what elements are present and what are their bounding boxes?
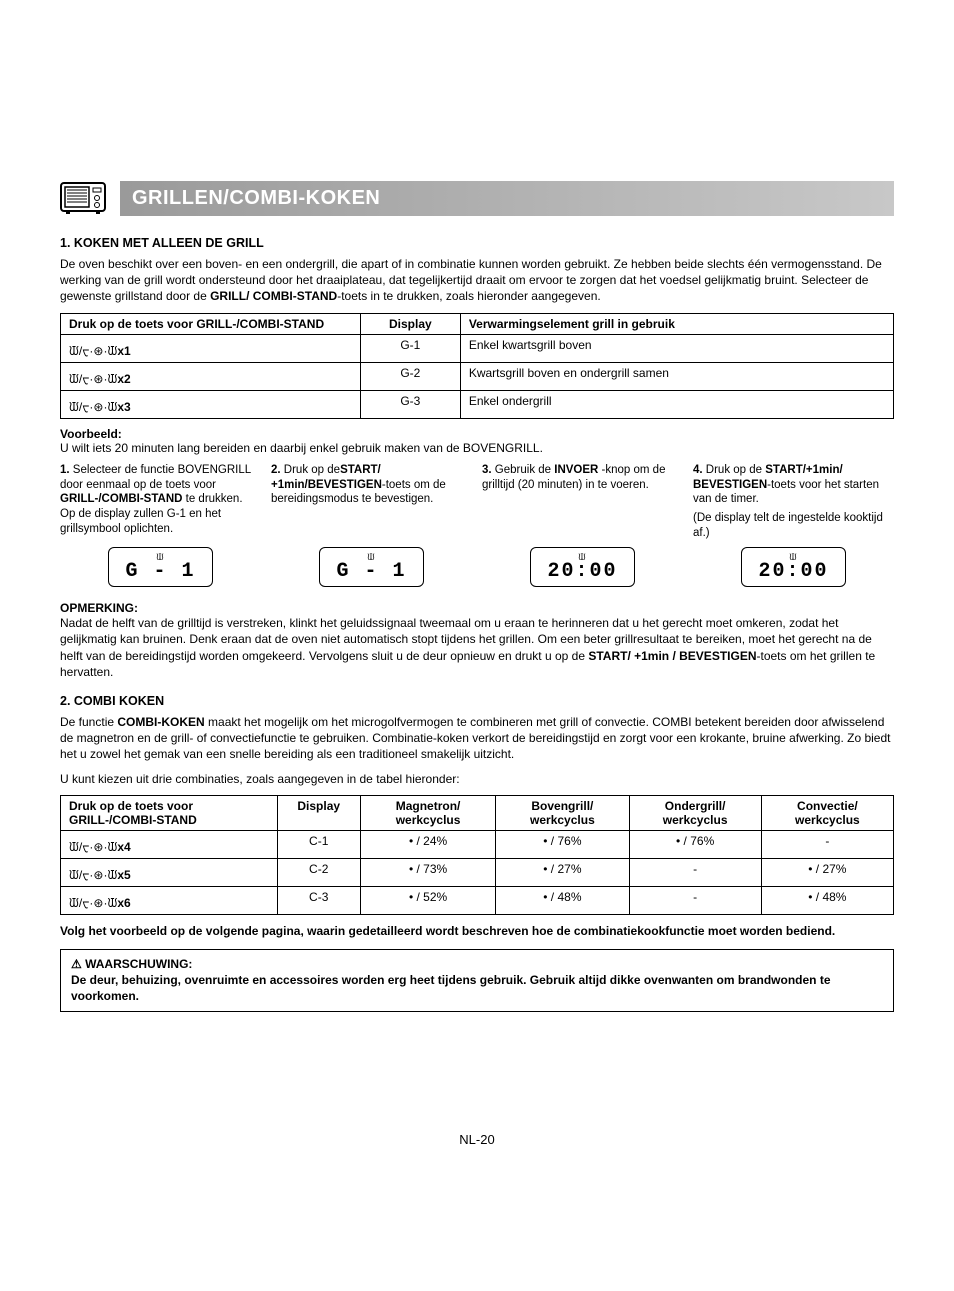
t2-h5: Ondergrill/ werkcyclus [629, 795, 761, 830]
grill-table: Druk op de toets voor GRILL-/COMBI-STAND… [60, 313, 894, 419]
display-main: G - 1 [336, 562, 406, 582]
table-row: ᙡ/ᠸ·⊛·ᙡx4 C-1 • / 24% • / 76% • / 76% - [61, 830, 894, 858]
step-num: 4. [693, 464, 703, 476]
warning-box: ⚠ WAARSCHUWING: De deur, behuizing, oven… [60, 949, 894, 1012]
t2-h3: Magnetron/ werkcyclus [360, 795, 495, 830]
desc: Enkel kwartsgrill boven [460, 334, 893, 362]
warning-icon: ⚠ [71, 957, 85, 971]
c2: • / 76% [496, 830, 629, 858]
example-text: U wilt iets 20 minuten lang bereiden en … [60, 441, 894, 455]
step-num: 3. [482, 464, 492, 476]
times: x4 [117, 840, 130, 854]
times: x5 [117, 868, 130, 882]
display-main: 20:00 [758, 562, 828, 582]
disp: G-2 [360, 362, 460, 390]
opmerking-text: Nadat de helft van de grilltijd is verst… [60, 615, 894, 680]
t1-h2: Display [360, 313, 460, 334]
c2: • / 27% [496, 858, 629, 886]
desc: Kwartsgrill boven en ondergrill samen [460, 362, 893, 390]
display-main: G - 1 [125, 562, 195, 582]
step-4: 4. Druk op de START/+1min/ BEVESTIGEN-to… [693, 463, 894, 542]
disp: C-1 [277, 830, 360, 858]
warning-label: WAARSCHUWING: [85, 957, 192, 971]
t1-h1: Druk op de toets voor GRILL-/COMBI-STAND [61, 313, 361, 334]
step-pre: Druk op de [706, 464, 765, 476]
intro-bold: GRILL/ COMBI-STAND [210, 289, 337, 303]
sym: ᙡ/ᠸ·⊛·ᙡ [69, 840, 117, 854]
opmerking-label: OPMERKING: [60, 601, 894, 615]
section-2-p2: U kunt kiezen uit drie combinaties, zoal… [60, 771, 894, 787]
sym: ᙡ/ᠸ·⊛·ᙡ [69, 868, 117, 882]
step-bold: GRILL-/COMBI-STAND [60, 493, 182, 505]
table-row: ᙡ/ᠸ·⊛·ᙡx5 C-2 • / 73% • / 27% - • / 27% [61, 858, 894, 886]
section-2-heading: 2. COMBI KOKEN [60, 694, 894, 708]
t2-h1: Druk op de toets voor GRILL-/COMBI-STAND [61, 795, 278, 830]
table-row: ᙡ/ᠸ·⊛·ᙡx1 G-1 Enkel kwartsgrill boven [61, 334, 894, 362]
page-title: GRILLEN/COMBI-KOKEN [120, 181, 894, 216]
step-num: 2. [271, 464, 281, 476]
t2-h4: Bovengrill/ werkcyclus [496, 795, 629, 830]
c3: - [629, 886, 761, 914]
display-box: ᙡ 20:00 [530, 547, 635, 587]
c3: • / 76% [629, 830, 761, 858]
times: x1 [117, 344, 130, 358]
step-pre: Selecteer de functie BOVENGRILL door een… [60, 464, 251, 491]
sym: ᙡ/ᠸ·⊛·ᙡ [69, 344, 117, 358]
disp: G-1 [360, 334, 460, 362]
disp: G-3 [360, 390, 460, 418]
sym: ᙡ/ᠸ·⊛·ᙡ [69, 896, 117, 910]
section-1-intro: De oven beschikt over een boven- en een … [60, 256, 894, 305]
s2-pre: De functie [60, 715, 117, 729]
displays-row: ᙡ G - 1 ᙡ G - 1 ᙡ 20:00 ᙡ 20:00 [60, 547, 894, 587]
display-box: ᙡ G - 1 [319, 547, 424, 587]
c1: • / 24% [360, 830, 495, 858]
step-extra: (De display telt de ingestelde kooktijd … [693, 511, 894, 541]
disp: C-2 [277, 858, 360, 886]
section-2-p1: De functie COMBI-KOKEN maakt het mogelij… [60, 714, 894, 763]
example-label: Voorbeeld: [60, 427, 894, 441]
step-pre: Gebruik de [495, 464, 554, 476]
times: x6 [117, 896, 130, 910]
step-1: 1. Selecteer de functie BOVENGRILL door … [60, 463, 261, 542]
section-1-heading: 1. KOKEN MET ALLEEN DE GRILL [60, 236, 894, 250]
page-number: NL-20 [60, 1132, 894, 1147]
c4: • / 48% [761, 886, 893, 914]
intro-post: -toets in te drukken, zoals hieronder aa… [337, 289, 601, 303]
display-box: ᙡ 20:00 [741, 547, 846, 587]
disp: C-3 [277, 886, 360, 914]
sym: ᙡ/ᠸ·⊛·ᙡ [69, 372, 117, 386]
table-row: ᙡ/ᠸ·⊛·ᙡx6 C-3 • / 52% • / 48% - • / 48% [61, 886, 894, 914]
display-main: 20:00 [547, 562, 617, 582]
table-row: ᙡ/ᠸ·⊛·ᙡx3 G-3 Enkel ondergrill [61, 390, 894, 418]
c4: • / 27% [761, 858, 893, 886]
c4: - [761, 830, 893, 858]
t2-h6: Convectie/ werkcyclus [761, 795, 893, 830]
sym: ᙡ/ᠸ·⊛·ᙡ [69, 400, 117, 414]
steps-row: 1. Selecteer de functie BOVENGRILL door … [60, 463, 894, 542]
step-bold: INVOER [554, 464, 598, 476]
step-2: 2. Druk op deSTART/ +1min/BEVESTIGEN-toe… [271, 463, 472, 542]
times: x3 [117, 400, 130, 414]
step-num: 1. [60, 464, 70, 476]
warning-text: De deur, behuizing, ovenruimte en access… [71, 973, 831, 1003]
page-header: GRILLEN/COMBI-KOKEN [60, 180, 894, 216]
c1: • / 52% [360, 886, 495, 914]
step-pre: Druk op de [284, 464, 340, 476]
step-3: 3. Gebruik de INVOER -knop om de grillti… [482, 463, 683, 542]
op-bold: START/ +1min / BEVESTIGEN [588, 649, 756, 663]
follow-text: Volg het voorbeeld op de volgende pagina… [60, 923, 894, 939]
combi-table: Druk op de toets voor GRILL-/COMBI-STAND… [60, 795, 894, 915]
microwave-icon [60, 180, 106, 216]
c3: - [629, 858, 761, 886]
s2-bold: COMBI-KOKEN [117, 715, 204, 729]
times: x2 [117, 372, 130, 386]
c1: • / 73% [360, 858, 495, 886]
t2-h2: Display [277, 795, 360, 830]
desc: Enkel ondergrill [460, 390, 893, 418]
c2: • / 48% [496, 886, 629, 914]
t1-h3: Verwarmingselement grill in gebruik [460, 313, 893, 334]
display-box: ᙡ G - 1 [108, 547, 213, 587]
table-row: ᙡ/ᠸ·⊛·ᙡx2 G-2 Kwartsgrill boven en onder… [61, 362, 894, 390]
